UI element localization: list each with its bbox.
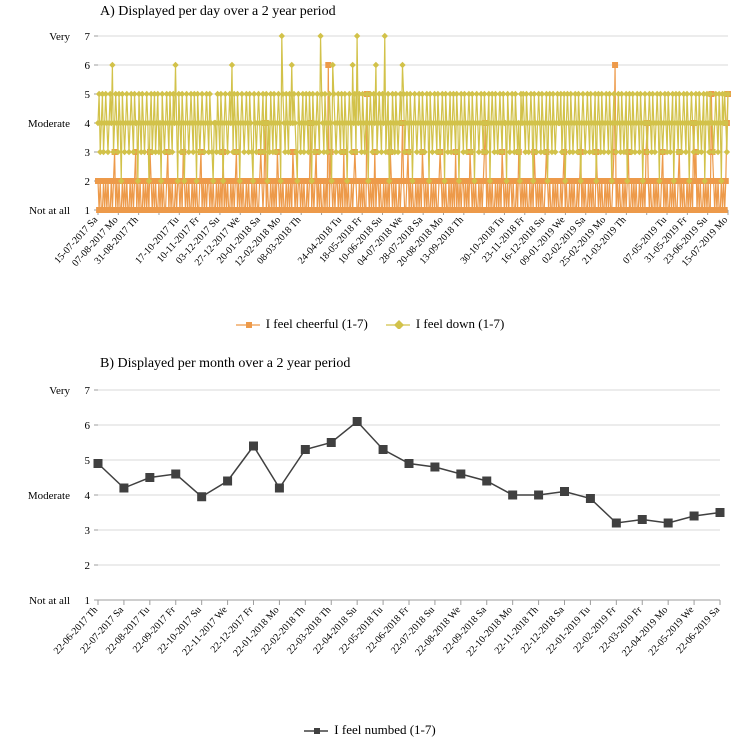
legend-item-cheerful: I feel cheerful (1-7) bbox=[236, 316, 368, 332]
svg-text:2: 2 bbox=[85, 560, 91, 572]
legend-item-numbed: I feel numbed (1-7) bbox=[304, 722, 435, 738]
svg-text:Not at all: Not at all bbox=[29, 205, 70, 217]
chart-a: 1234567Not at allModerateVery15-07-2017 … bbox=[0, 18, 740, 308]
svg-text:Moderate: Moderate bbox=[28, 490, 70, 502]
svg-text:Very: Very bbox=[49, 31, 70, 43]
svg-text:2: 2 bbox=[85, 176, 91, 188]
legend-item-down: I feel down (1-7) bbox=[386, 316, 504, 332]
svg-text:6: 6 bbox=[85, 60, 91, 72]
svg-text:Moderate: Moderate bbox=[28, 118, 70, 130]
svg-text:7: 7 bbox=[85, 31, 91, 43]
svg-text:5: 5 bbox=[85, 455, 91, 467]
svg-text:Not at all: Not at all bbox=[29, 595, 70, 607]
svg-text:22-06-2017 Th: 22-06-2017 Th bbox=[52, 605, 100, 657]
square-marker-icon bbox=[236, 319, 260, 329]
svg-text:1: 1 bbox=[85, 595, 91, 607]
svg-text:3: 3 bbox=[85, 147, 91, 159]
svg-text:4: 4 bbox=[85, 490, 91, 502]
diamond-marker-icon bbox=[386, 319, 410, 329]
svg-text:1: 1 bbox=[85, 205, 91, 217]
chart-b: 1 2 3 4 5 6 7 Not at all Moderate Very 22-06-2017 … bbox=[0, 372, 740, 712]
square-marker-icon bbox=[304, 725, 328, 735]
legend-label-down: I feel down (1-7) bbox=[416, 316, 504, 332]
svg-text:5: 5 bbox=[85, 89, 91, 101]
svg-text:Very: Very bbox=[49, 385, 70, 397]
chart-a-legend: I feel cheerful (1-7) I feel down (1-7) bbox=[0, 316, 740, 332]
svg-text:7: 7 bbox=[85, 385, 91, 397]
chart-b-legend: I feel numbed (1-7) bbox=[0, 722, 740, 738]
svg-text:4: 4 bbox=[85, 118, 91, 130]
svg-text:6: 6 bbox=[85, 420, 91, 432]
legend-label-cheerful: I feel cheerful (1-7) bbox=[266, 316, 368, 332]
svg-text:3: 3 bbox=[85, 525, 91, 537]
chart-b-title: B) Displayed per month over a 2 year per… bbox=[100, 356, 350, 372]
page-root: A) Displayed per day over a 2 year perio… bbox=[0, 0, 740, 748]
legend-label-numbed: I feel numbed (1-7) bbox=[334, 722, 435, 738]
